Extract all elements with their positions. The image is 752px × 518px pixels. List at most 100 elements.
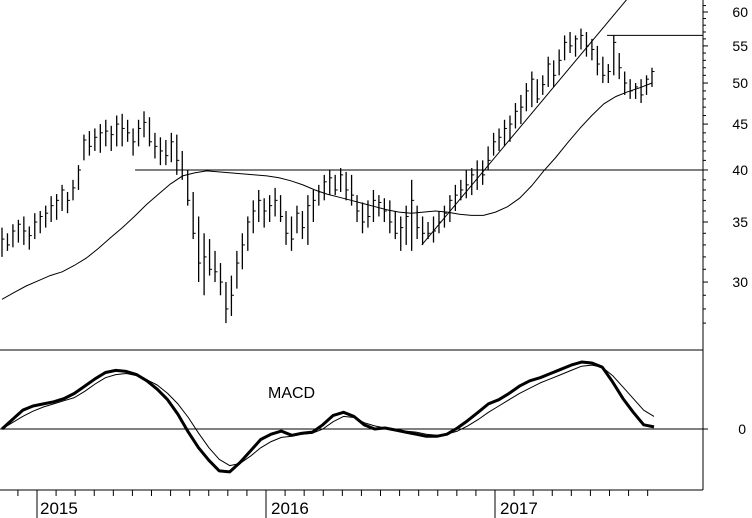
- price-bar: [28, 226, 32, 250]
- price-bar: [45, 205, 49, 228]
- price-bar: [476, 160, 480, 190]
- price-bar: [427, 221, 431, 240]
- price-tick-label: 45: [732, 116, 748, 132]
- price-bar: [585, 31, 589, 57]
- price-bar: [99, 124, 103, 153]
- price-bar: [345, 171, 349, 201]
- price-bar: [542, 75, 546, 95]
- price-bar: [487, 146, 491, 170]
- price-bar: [154, 132, 158, 159]
- price-bar: [465, 169, 469, 199]
- price-bar: [66, 192, 71, 214]
- price-bar: [416, 205, 420, 240]
- price-bar: [421, 216, 426, 245]
- price-bar: [454, 184, 458, 212]
- price-bar: [329, 169, 333, 196]
- price-bar: [492, 132, 497, 156]
- price-bar: [629, 79, 633, 99]
- price-bar: [176, 134, 180, 175]
- price-bar: [203, 233, 207, 296]
- price-bar: [214, 250, 218, 283]
- price-bar: [394, 211, 398, 240]
- price-bar: [400, 216, 404, 251]
- price-bar: [651, 67, 655, 87]
- price-bar: [449, 195, 453, 222]
- price-bar: [23, 216, 27, 245]
- price-bar: [1, 227, 5, 257]
- price-bar: [323, 174, 327, 201]
- price-bar: [263, 198, 267, 228]
- price-bar: [580, 28, 584, 50]
- macd-title: MACD: [268, 385, 315, 402]
- price-bar: [558, 49, 562, 76]
- price-tick-label: 55: [732, 38, 748, 54]
- price-bar: [165, 139, 169, 166]
- macd-panel: MACD: [0, 360, 703, 474]
- price-bar: [432, 216, 437, 243]
- price-bar: [274, 187, 278, 217]
- price-bar: [443, 205, 447, 228]
- price-bar: [110, 125, 114, 151]
- price-bar: [219, 263, 223, 296]
- price-bar: [503, 119, 508, 147]
- price-bar: [77, 165, 81, 190]
- price-bar: [88, 131, 92, 156]
- price-bar: [553, 60, 557, 87]
- price-bar: [72, 179, 76, 201]
- price-bar: [55, 194, 60, 220]
- price-bar: [247, 216, 251, 251]
- price-bar: [509, 115, 513, 142]
- price-tick-label: 50: [732, 75, 748, 91]
- price-bar: [596, 45, 600, 76]
- price-bar: [356, 195, 360, 222]
- price-bar: [17, 219, 21, 243]
- price-bar: [405, 205, 409, 245]
- price-bar: [50, 196, 54, 222]
- year-label: 2015: [40, 499, 78, 518]
- price-bar: [520, 94, 524, 125]
- price-tick-label: 40: [732, 162, 748, 178]
- price-bar: [536, 79, 540, 104]
- price-bar: [514, 103, 518, 129]
- price-tick-label: 60: [732, 4, 748, 20]
- price-bar: [411, 179, 415, 251]
- price-bar: [290, 216, 294, 251]
- price-bar: [301, 211, 305, 240]
- price-bar: [121, 113, 125, 147]
- year-label: 2017: [500, 499, 538, 518]
- price-bar: [39, 211, 43, 234]
- moving-average-line: [1, 82, 653, 300]
- price-bar: [181, 150, 185, 180]
- price-bar: [607, 64, 611, 84]
- price-bar: [61, 184, 65, 212]
- price-bar: [116, 115, 120, 147]
- price-tick-label: 30: [732, 274, 748, 290]
- price-bar: [252, 200, 256, 234]
- price-bar: [105, 119, 109, 147]
- price-bar: [602, 56, 606, 84]
- price-bar: [361, 202, 366, 234]
- price-bar: [531, 71, 535, 108]
- price-bar: [640, 79, 644, 104]
- price-bar: [34, 213, 38, 240]
- price-bar: [334, 174, 338, 196]
- price-bar: [525, 83, 529, 112]
- price-bar: [230, 275, 234, 316]
- price-bar: [159, 137, 163, 166]
- price-bar: [132, 128, 136, 156]
- price-bar: [208, 239, 213, 276]
- price-bar: [6, 233, 10, 251]
- price-bar: [389, 200, 393, 234]
- year-label: 2016: [271, 499, 309, 518]
- price-bar: [618, 53, 622, 80]
- price-bar: [170, 132, 174, 163]
- signal-line: [1, 364, 655, 467]
- price-bar: [236, 250, 240, 289]
- price-bar: [574, 35, 579, 57]
- price-bar: [241, 233, 245, 270]
- price-bar: [340, 168, 344, 193]
- price-bar: [438, 211, 442, 234]
- macd-line: [0, 360, 655, 474]
- price-bar: [225, 282, 229, 324]
